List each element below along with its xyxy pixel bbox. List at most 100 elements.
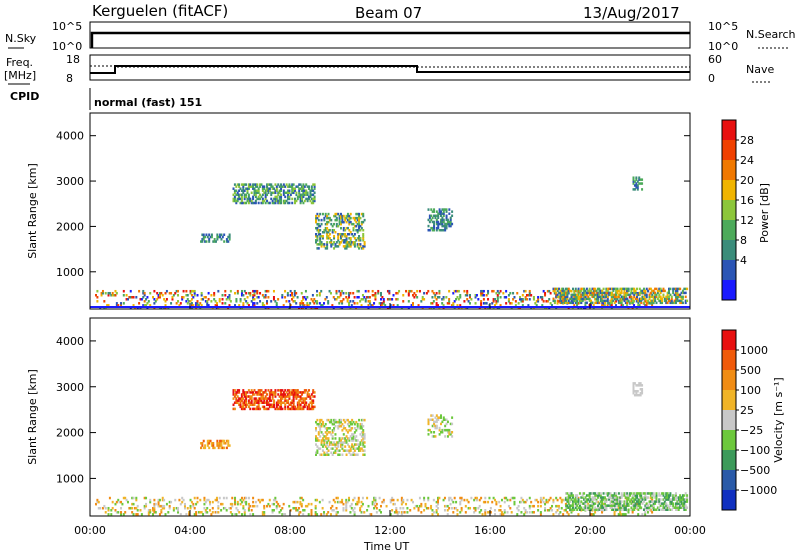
heatmap-cell <box>280 197 283 201</box>
heatmap-cell <box>280 397 283 400</box>
heatmap-cell <box>466 498 469 502</box>
heatmap-cell <box>451 435 454 438</box>
heatmap-cell <box>257 191 260 195</box>
heatmap-cell <box>557 504 560 508</box>
heatmap-cell <box>524 296 527 299</box>
heatmap-cell <box>327 230 330 234</box>
heatmap-cell <box>468 296 471 299</box>
heatmap-cell <box>433 435 436 438</box>
heatmap-cell <box>303 403 306 407</box>
heatmap-cell <box>316 513 319 516</box>
heatmap-cell <box>570 295 573 299</box>
heatmap-cell <box>342 241 345 244</box>
heatmap-cell <box>131 502 134 506</box>
heatmap-cell <box>264 193 267 197</box>
heatmap-cell <box>445 226 448 230</box>
heatmap-cell <box>157 498 160 502</box>
heatmap-cell <box>629 301 632 305</box>
heatmap-cell <box>233 183 236 186</box>
heatmap-cell <box>633 508 636 511</box>
heatmap-cell <box>348 218 351 222</box>
heatmap-cell <box>356 422 359 426</box>
heatmap-cell <box>341 289 344 293</box>
heatmap-cell <box>616 295 619 299</box>
heatmap-cell <box>270 300 273 303</box>
heatmap-cell <box>686 494 689 497</box>
heatmap-cell <box>403 511 406 514</box>
heatmap-cell <box>339 500 342 504</box>
heatmap-cell <box>268 391 271 394</box>
heatmap-cell <box>578 492 581 495</box>
heatmap-cell <box>349 239 352 242</box>
heatmap-cell <box>371 304 374 307</box>
heatmap-cell <box>302 191 305 195</box>
heatmap-cell <box>316 445 319 448</box>
heatmap-cell <box>337 235 340 238</box>
heatmap-cell <box>305 183 308 186</box>
heatmap-cell <box>649 299 652 303</box>
heatmap-cell <box>616 498 619 501</box>
heatmap-cell <box>315 435 317 438</box>
heatmap-cell <box>303 191 306 195</box>
heatmap-cell <box>291 197 294 201</box>
heatmap-cell <box>315 241 317 244</box>
heatmap-cell <box>189 291 192 295</box>
heatmap-cell <box>635 186 638 189</box>
colorbar-frame <box>721 119 737 301</box>
heatmap-cell <box>359 216 362 220</box>
heatmap-cell <box>305 189 308 192</box>
heatmap-cell <box>256 291 259 295</box>
heatmap-cell <box>441 224 444 228</box>
heatmap-cell <box>306 395 309 398</box>
heatmap-cell <box>435 222 438 226</box>
heatmap-cell <box>302 298 305 301</box>
heatmap-cell <box>313 195 316 199</box>
heatmap-cell <box>312 391 315 394</box>
heatmap-cell <box>632 178 635 181</box>
heatmap-cell <box>545 498 548 502</box>
heatmap-cell <box>352 498 355 502</box>
heatmap-cell <box>658 289 661 293</box>
heatmap-cell <box>446 504 449 508</box>
heatmap-cell <box>115 302 118 305</box>
heatmap-cell <box>284 199 287 203</box>
heatmap-cell <box>362 449 365 452</box>
heatmap-cell <box>320 241 323 244</box>
heatmap-cell <box>353 496 356 500</box>
heatmap-cell <box>138 302 141 305</box>
heatmap-cell <box>442 304 445 307</box>
heatmap-cell <box>292 191 295 195</box>
heatmap-cell <box>341 443 344 446</box>
heatmap-cell <box>580 295 583 299</box>
heatmap-cell <box>281 393 284 396</box>
heatmap-cell <box>216 439 219 443</box>
heatmap-cell <box>323 513 326 516</box>
heatmap-cell <box>395 298 398 301</box>
heatmap-cell <box>249 397 252 400</box>
heatmap-cell <box>247 496 250 500</box>
heatmap-cell <box>342 427 345 430</box>
heatmap-cell <box>331 509 334 512</box>
heatmap-cell <box>281 395 284 398</box>
heatmap-cell <box>310 502 313 506</box>
heatmap-cell <box>291 405 294 409</box>
heatmap-cell <box>309 193 312 197</box>
heatmap-cell <box>104 511 107 514</box>
heatmap-cell <box>317 222 320 226</box>
heatmap-cell <box>460 496 463 500</box>
heatmap-cell <box>333 441 336 444</box>
heatmap-cell <box>124 496 127 500</box>
heatmap-cell <box>282 502 285 506</box>
heatmap-cell <box>245 391 248 394</box>
heatmap-cell <box>353 506 356 510</box>
heatmap-cell <box>327 302 330 305</box>
heatmap-cell <box>266 189 269 192</box>
heatmap-cell <box>288 300 291 303</box>
heatmap-cell <box>252 197 255 201</box>
heatmap-cell <box>594 298 597 301</box>
heatmap-cell <box>467 300 470 303</box>
nsky-right-tick-low: 10^0 <box>708 40 738 53</box>
heatmap-cell <box>334 298 337 301</box>
heatmap-cell <box>310 513 313 516</box>
heatmap-cell <box>424 502 427 506</box>
